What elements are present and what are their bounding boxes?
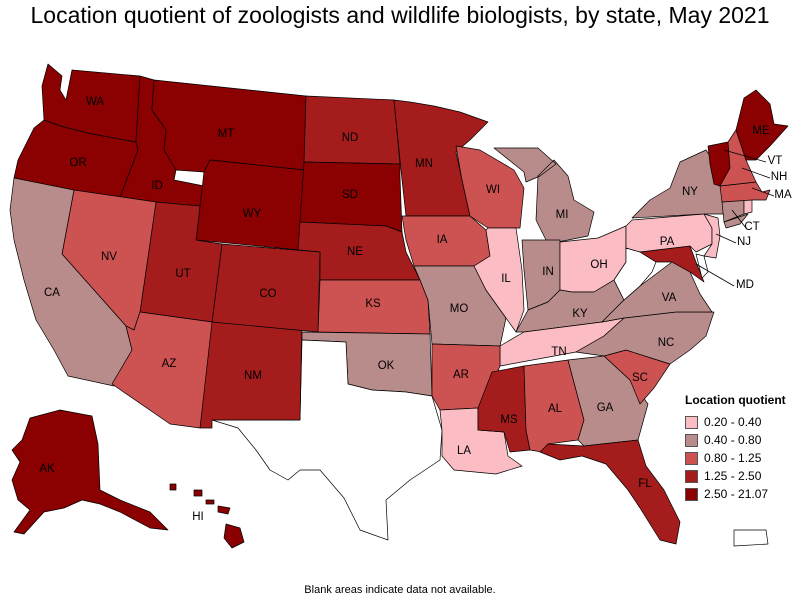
- label-OK: OK: [378, 360, 395, 372]
- label-MO: MO: [450, 303, 469, 315]
- state-labels: WA OR ID MT WY ND SD NE MN IA WI MI IL I…: [39, 96, 792, 523]
- label-PA: PA: [660, 236, 675, 248]
- label-MS: MS: [500, 414, 518, 426]
- footnote: Blank areas indicate data not available.: [304, 584, 496, 596]
- label-NY: NY: [682, 186, 698, 198]
- legend: Location quotient 0.20 - 0.40 0.40 - 0.8…: [685, 393, 800, 503]
- label-NV: NV: [101, 251, 117, 263]
- label-CO: CO: [259, 288, 276, 300]
- label-IA: IA: [437, 234, 448, 246]
- label-AL: AL: [548, 403, 563, 415]
- state-IL[interactable]: [473, 227, 525, 333]
- legend-item: 2.50 - 21.07: [685, 485, 800, 503]
- label-MN: MN: [415, 158, 433, 170]
- state-MI[interactable]: [493, 147, 595, 245]
- label-NC: NC: [658, 337, 675, 349]
- state-ND[interactable]: [303, 95, 401, 165]
- map-title: Location quotient of zoologists and wild…: [30, 2, 770, 28]
- label-MA: MA: [774, 189, 792, 201]
- state-MD[interactable]: [639, 245, 705, 283]
- legend-title: Location quotient: [685, 393, 786, 407]
- label-OR: OR: [69, 157, 86, 169]
- legend-item: 0.40 - 0.80: [685, 431, 800, 449]
- legend-item: 1.25 - 2.50: [685, 467, 800, 485]
- legend-swatch: [685, 487, 698, 501]
- label-ME: ME: [752, 125, 770, 137]
- state-AK[interactable]: [11, 409, 169, 535]
- legend-swatch: [685, 469, 698, 483]
- state-RI[interactable]: [743, 199, 753, 215]
- state-WI[interactable]: [455, 145, 525, 229]
- label-FL: FL: [638, 478, 652, 490]
- state-MN[interactable]: [393, 99, 489, 217]
- label-TN: TN: [551, 346, 566, 358]
- label-IN: IN: [542, 266, 554, 278]
- state-NM[interactable]: [199, 313, 303, 429]
- label-UT: UT: [175, 268, 190, 280]
- legend-label: 0.40 - 0.80: [704, 433, 762, 447]
- legend-label: 0.80 - 1.25: [704, 451, 762, 465]
- state-NJ[interactable]: [703, 213, 721, 259]
- label-KS: KS: [365, 298, 381, 310]
- legend-rows: 0.20 - 0.40 0.40 - 0.80 0.80 - 1.25 1.25…: [685, 413, 800, 503]
- label-AZ: AZ: [162, 358, 177, 370]
- state-WY[interactable]: [195, 159, 305, 251]
- label-MD: MD: [736, 279, 754, 291]
- label-SC: SC: [632, 372, 648, 384]
- state-TX[interactable]: [211, 339, 443, 541]
- label-LA: LA: [457, 445, 471, 457]
- label-NJ: NJ: [737, 236, 751, 248]
- label-VT: VT: [768, 155, 783, 167]
- legend-swatch: [685, 451, 698, 465]
- state-CA[interactable]: [9, 177, 133, 387]
- label-leader-lines: [695, 149, 775, 287]
- label-MT: MT: [218, 128, 235, 140]
- label-ID: ID: [151, 180, 163, 192]
- legend-label: 2.50 - 21.07: [704, 487, 769, 501]
- legend-item: 0.80 - 1.25: [685, 449, 800, 467]
- label-MI: MI: [556, 209, 569, 221]
- label-KY: KY: [572, 308, 588, 320]
- label-WY: WY: [243, 208, 262, 220]
- state-MT[interactable]: [151, 79, 307, 173]
- label-CT: CT: [744, 221, 759, 233]
- label-WA: WA: [86, 96, 104, 108]
- label-OH: OH: [590, 259, 607, 271]
- legend-label: 0.20 - 0.40: [704, 415, 762, 429]
- label-NE: NE: [347, 246, 363, 258]
- label-ND: ND: [342, 132, 359, 144]
- legend-item: 0.20 - 0.40: [685, 413, 800, 431]
- state-ME[interactable]: [735, 89, 789, 161]
- legend-swatch: [685, 433, 698, 447]
- state-HI[interactable]: [169, 483, 245, 549]
- label-IL: IL: [501, 273, 511, 285]
- legend-label: 1.25 - 2.50: [704, 469, 762, 483]
- state-FL[interactable]: [539, 439, 681, 545]
- state-DE[interactable]: [695, 253, 709, 279]
- state-AZ[interactable]: [111, 311, 213, 429]
- state-MA[interactable]: [719, 181, 771, 203]
- label-CA: CA: [44, 287, 60, 299]
- territory-PR[interactable]: [733, 529, 769, 547]
- label-AR: AR: [453, 369, 469, 381]
- label-AK: AK: [39, 463, 55, 475]
- label-NH: NH: [771, 171, 788, 183]
- label-WI: WI: [486, 184, 500, 196]
- label-SD: SD: [342, 189, 358, 201]
- label-GA: GA: [597, 402, 614, 414]
- legend-swatch: [685, 415, 698, 429]
- label-VA: VA: [662, 292, 677, 304]
- label-HI: HI: [192, 511, 204, 523]
- state-PA[interactable]: [625, 213, 713, 253]
- label-NM: NM: [244, 370, 262, 382]
